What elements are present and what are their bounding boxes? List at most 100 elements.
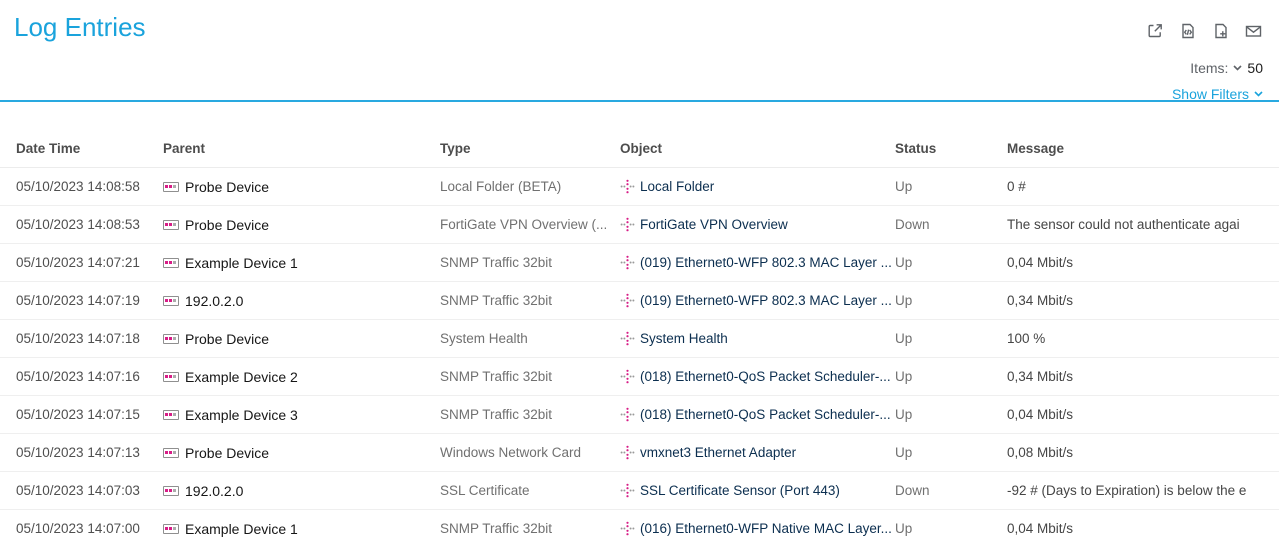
object-sensor-link[interactable]: (019) Ethernet0-WFP 802.3 MAC Layer ... [620, 293, 895, 308]
parent-device-link[interactable]: 192.0.2.0 [163, 483, 440, 499]
sensor-type: SNMP Traffic 32bit [440, 369, 553, 384]
device-icon [163, 295, 179, 306]
column-header-type[interactable]: Type [440, 141, 471, 156]
device-icon [163, 409, 179, 420]
object-sensor-link[interactable]: Local Folder [620, 179, 895, 194]
sensor-type: SNMP Traffic 32bit [440, 293, 553, 308]
log-datetime: 05/10/2023 14:08:58 [16, 179, 140, 194]
items-count-control[interactable]: Items: 50 [1190, 60, 1263, 76]
object-sensor-label: System Health [640, 331, 728, 346]
object-sensor-link[interactable]: (019) Ethernet0-WFP 802.3 MAC Layer ... [620, 255, 895, 270]
message-text: The sensor could not authenticate agai [1007, 217, 1240, 232]
message-text: -92 # (Days to Expiration) is below the … [1007, 483, 1247, 498]
log-datetime: 05/10/2023 14:07:19 [16, 293, 140, 308]
parent-device-link[interactable]: Probe Device [163, 445, 440, 461]
table-row: 05/10/2023 14:07:15 Example Device 3 SNM… [0, 396, 1279, 434]
parent-device-label: Example Device 1 [185, 254, 298, 271]
object-sensor-label: (018) Ethernet0-QoS Packet Scheduler-... [640, 369, 891, 384]
parent-device-link[interactable]: Example Device 3 [163, 407, 440, 423]
object-sensor-label: (018) Ethernet0-QoS Packet Scheduler-... [640, 407, 891, 422]
export-file-add-button[interactable] [1211, 23, 1230, 42]
object-sensor-link[interactable]: FortiGate VPN Overview [620, 217, 895, 232]
device-icon [163, 447, 179, 458]
column-header-status[interactable]: Status [895, 141, 937, 156]
sensor-crosshair-icon [620, 217, 635, 232]
message-text: 0,04 Mbit/s [1007, 407, 1074, 422]
email-button[interactable] [1244, 23, 1263, 42]
parent-device-link[interactable]: 192.0.2.0 [163, 293, 440, 309]
parent-device-link[interactable]: Probe Device [163, 217, 440, 233]
parent-device-label: Example Device 2 [185, 368, 298, 385]
sensor-crosshair-icon [620, 407, 635, 422]
object-sensor-label: SSL Certificate Sensor (Port 443) [640, 483, 840, 498]
object-sensor-label: vmxnet3 Ethernet Adapter [640, 445, 797, 460]
message-text: 0,34 Mbit/s [1007, 369, 1074, 384]
table-header-row: Date Time Parent Type Object Status Mess… [0, 102, 1279, 168]
show-filters-link[interactable]: Show Filters [1172, 86, 1263, 102]
parent-device-label: 192.0.2.0 [185, 292, 244, 309]
object-sensor-label: (016) Ethernet0-WFP Native MAC Layer... [640, 521, 892, 536]
object-sensor-link[interactable]: (018) Ethernet0-QoS Packet Scheduler-... [620, 369, 895, 384]
parent-device-link[interactable]: Probe Device [163, 331, 440, 347]
chevron-down-icon [1233, 65, 1242, 71]
object-sensor-link[interactable]: vmxnet3 Ethernet Adapter [620, 445, 895, 460]
status-text: Up [895, 407, 913, 422]
log-datetime: 05/10/2023 14:07:16 [16, 369, 140, 384]
sensor-type: Windows Network Card [440, 445, 582, 460]
device-icon [163, 371, 179, 382]
object-sensor-label: Local Folder [640, 179, 715, 194]
parent-device-link[interactable]: Example Device 2 [163, 369, 440, 385]
object-sensor-link[interactable]: SSL Certificate Sensor (Port 443) [620, 483, 895, 498]
status-text: Down [895, 483, 930, 498]
table-row: 05/10/2023 14:07:21 Example Device 1 SNM… [0, 244, 1279, 282]
parent-device-label: Probe Device [185, 330, 270, 347]
table-body: 05/10/2023 14:08:58 Probe Device Local F… [0, 168, 1279, 543]
parent-device-label: Probe Device [185, 216, 270, 233]
column-header-message[interactable]: Message [1007, 141, 1065, 156]
parent-device-label: Example Device 1 [185, 520, 298, 537]
export-xml-button[interactable] [1178, 23, 1197, 42]
object-sensor-label: (019) Ethernet0-WFP 802.3 MAC Layer ... [640, 255, 892, 270]
sensor-type: SNMP Traffic 32bit [440, 255, 553, 270]
log-datetime: 05/10/2023 14:07:18 [16, 331, 140, 346]
blue-divider [0, 100, 1279, 102]
message-text: 0,04 Mbit/s [1007, 521, 1074, 536]
table-row: 05/10/2023 14:07:00 Example Device 1 SNM… [0, 510, 1279, 543]
table-row: 05/10/2023 14:07:18 Probe Device System … [0, 320, 1279, 358]
sensor-type: SNMP Traffic 32bit [440, 407, 553, 422]
export-file-add-icon [1212, 22, 1230, 43]
open-external-button[interactable] [1145, 23, 1164, 42]
items-value: 50 [1247, 60, 1263, 76]
object-sensor-link[interactable]: (018) Ethernet0-QoS Packet Scheduler-... [620, 407, 895, 422]
status-text: Up [895, 293, 913, 308]
sensor-type: System Health [440, 331, 528, 346]
parent-device-link[interactable]: Example Device 1 [163, 521, 440, 537]
page-title: Log Entries [14, 12, 146, 42]
sensor-crosshair-icon [620, 445, 635, 460]
parent-device-link[interactable]: Probe Device [163, 179, 440, 195]
column-header-parent[interactable]: Parent [163, 141, 206, 156]
sensor-crosshair-icon [620, 521, 635, 536]
table-row: 05/10/2023 14:07:03 192.0.2.0 SSL Certif… [0, 472, 1279, 510]
message-text: 0,08 Mbit/s [1007, 445, 1074, 460]
email-icon [1244, 22, 1263, 43]
device-icon [163, 523, 179, 534]
column-header-datetime[interactable]: Date Time [16, 141, 81, 156]
device-icon [163, 181, 179, 192]
parent-device-label: Probe Device [185, 444, 270, 461]
table-row: 05/10/2023 14:07:16 Example Device 2 SNM… [0, 358, 1279, 396]
object-sensor-link[interactable]: (016) Ethernet0-WFP Native MAC Layer... [620, 521, 895, 536]
object-sensor-link[interactable]: System Health [620, 331, 895, 346]
parent-device-label: Example Device 3 [185, 406, 298, 423]
status-text: Up [895, 331, 913, 346]
parent-device-label: 192.0.2.0 [185, 482, 244, 499]
log-table: Date Time Parent Type Object Status Mess… [0, 102, 1279, 543]
column-header-object[interactable]: Object [620, 141, 663, 156]
sensor-crosshair-icon [620, 331, 635, 346]
status-text: Up [895, 369, 913, 384]
message-text: 100 % [1007, 331, 1046, 346]
log-datetime: 05/10/2023 14:07:13 [16, 445, 140, 460]
toolbar-actions [1145, 23, 1263, 42]
open-external-icon [1146, 22, 1164, 43]
parent-device-link[interactable]: Example Device 1 [163, 255, 440, 271]
